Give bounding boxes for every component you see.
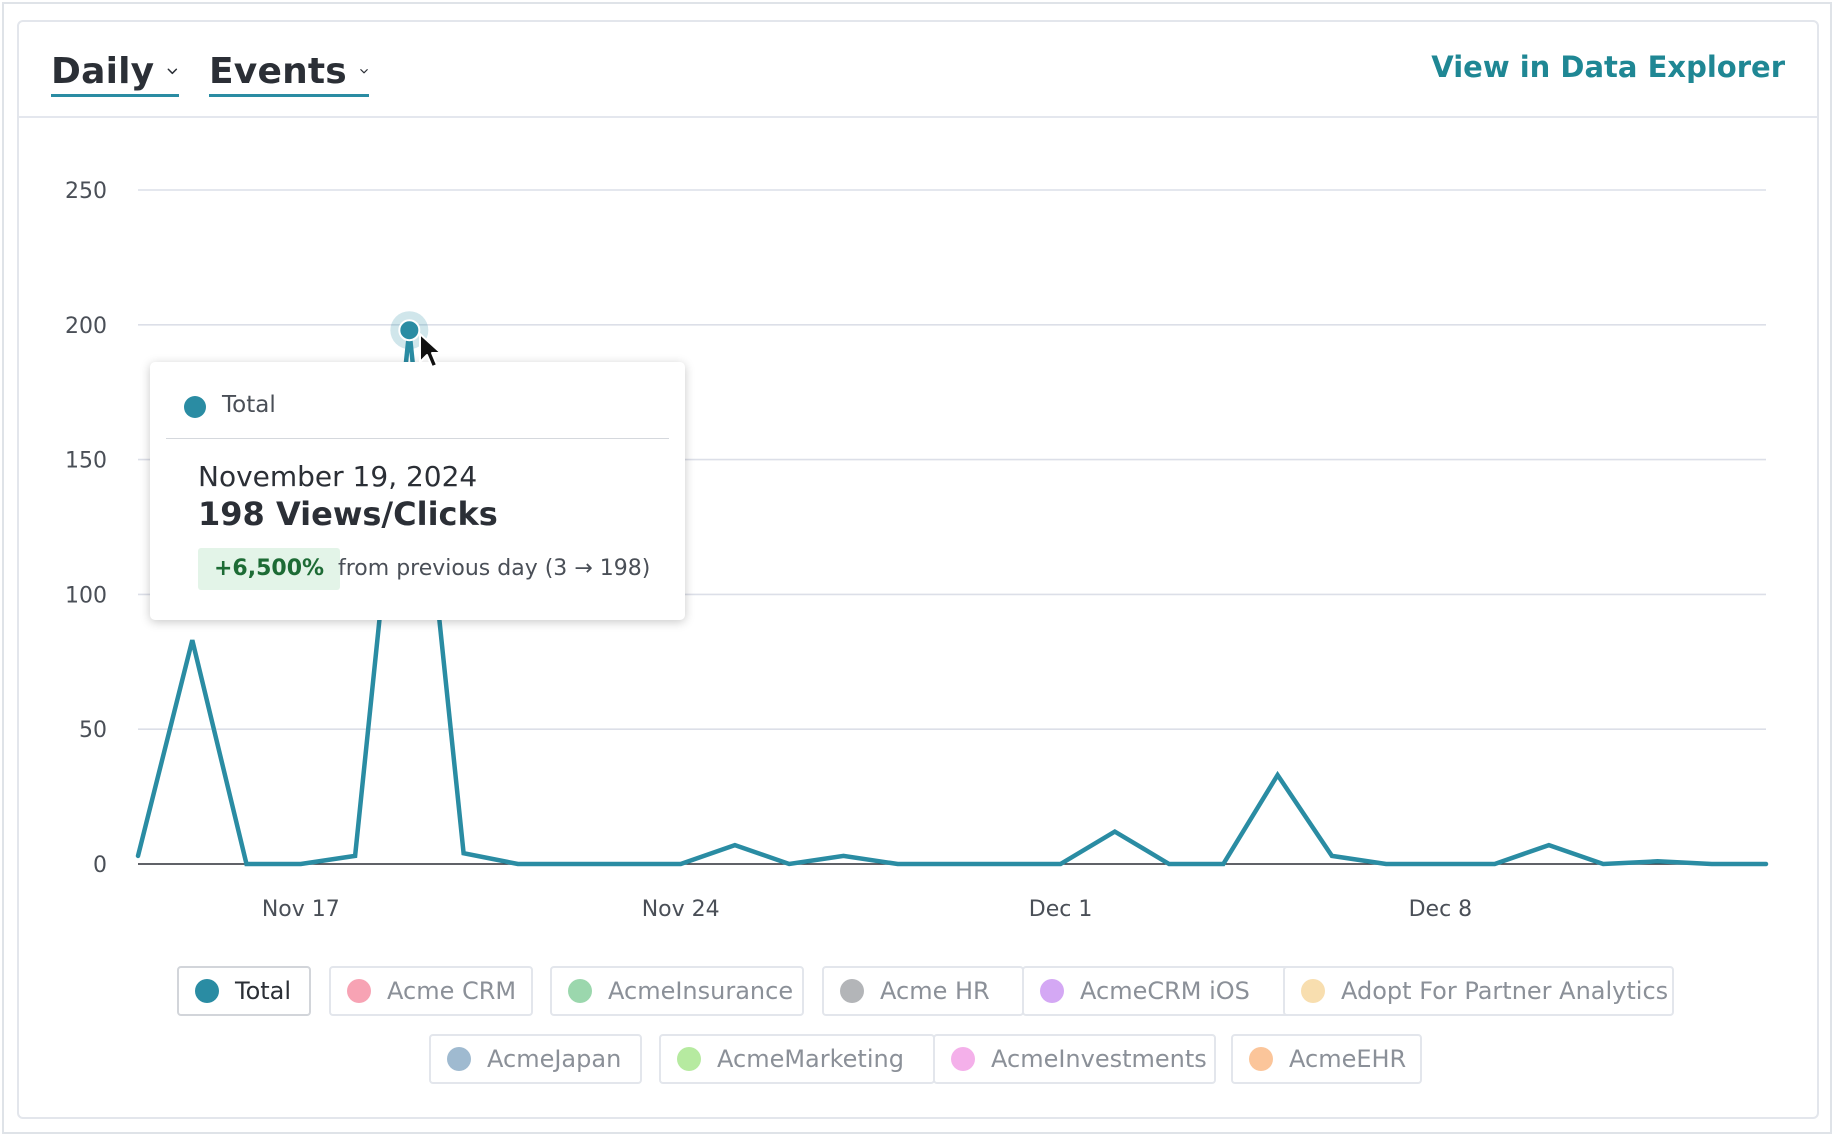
x-tick-label: Nov 17 xyxy=(262,897,340,922)
y-tick-label: 150 xyxy=(65,449,107,474)
chevron-down-icon xyxy=(167,68,178,75)
legend-color-dot xyxy=(677,1047,701,1071)
granularity-dropdown[interactable]: Daily xyxy=(51,48,179,97)
legend-item-acmejapan[interactable]: AcmeJapan xyxy=(429,1034,642,1084)
tooltip-value: 198 Views/Clicks xyxy=(198,495,498,533)
metric-dropdown[interactable]: Events xyxy=(209,48,369,97)
legend-label: Acme HR xyxy=(880,977,990,1005)
y-tick-label: 250 xyxy=(65,179,107,204)
change-text: from previous day (3 → 198) xyxy=(338,556,651,581)
mouse-cursor-icon xyxy=(419,333,442,368)
tooltip-header: Total xyxy=(166,362,669,439)
y-tick-label: 50 xyxy=(79,718,107,743)
data-point-highlight[interactable] xyxy=(398,319,421,342)
legend-item-acme-crm[interactable]: Acme CRM xyxy=(329,966,533,1016)
y-tick-label: 200 xyxy=(65,314,107,339)
legend-label: Total xyxy=(235,977,292,1005)
change-badge: +6,500% xyxy=(198,548,341,590)
legend-label: AcmeMarketing xyxy=(717,1045,904,1073)
view-in-data-explorer-link[interactable]: View in Data Explorer xyxy=(1431,50,1785,84)
legend-color-dot xyxy=(1040,979,1064,1003)
legend-item-acmemarketing[interactable]: AcmeMarketing xyxy=(659,1034,935,1084)
legend-color-dot xyxy=(447,1047,471,1071)
legend-item-acmeinsurance[interactable]: AcmeInsurance xyxy=(550,966,804,1016)
x-tick-label: Nov 24 xyxy=(642,897,720,922)
granularity-label: Daily xyxy=(51,50,155,92)
legend-label: AcmeJapan xyxy=(487,1045,622,1073)
legend-color-dot xyxy=(951,1047,975,1071)
legend-color-dot xyxy=(840,979,864,1003)
legend-label: Adopt For Partner Analytics xyxy=(1341,977,1669,1005)
legend-item-acmecrm-ios[interactable]: AcmeCRM iOS xyxy=(1022,966,1297,1016)
x-tick-label: Dec 8 xyxy=(1409,897,1473,922)
legend-color-dot xyxy=(1301,979,1325,1003)
legend-item-adopt-for-partner-analytics[interactable]: Adopt For Partner Analytics xyxy=(1283,966,1674,1016)
legend-color-dot xyxy=(195,979,219,1003)
legend-color-dot xyxy=(568,979,592,1003)
tooltip-series-name: Total xyxy=(222,392,276,418)
chevron-down-icon xyxy=(360,69,368,74)
chart-tooltip: Total November 19, 2024 198 Views/Clicks… xyxy=(150,362,685,620)
card-header: Daily Events View in Data Explorer xyxy=(19,22,1817,118)
legend-item-total[interactable]: Total xyxy=(177,966,311,1016)
legend-item-acmeinvestments[interactable]: AcmeInvestments xyxy=(933,1034,1216,1084)
x-tick-label: Dec 1 xyxy=(1029,897,1093,922)
legend-label: Acme CRM xyxy=(387,977,517,1005)
legend-item-acmeehr[interactable]: AcmeEHR xyxy=(1231,1034,1422,1084)
series-color-dot xyxy=(184,396,206,418)
y-tick-label: 0 xyxy=(93,853,107,878)
metric-label: Events xyxy=(209,50,347,92)
legend-label: AcmeInsurance xyxy=(608,977,794,1005)
tooltip-date: November 19, 2024 xyxy=(198,460,478,493)
legend-color-dot xyxy=(1249,1047,1273,1071)
legend-color-dot xyxy=(347,979,371,1003)
legend-label: AcmeEHR xyxy=(1289,1045,1407,1073)
legend-item-acme-hr[interactable]: Acme HR xyxy=(822,966,1024,1016)
legend-label: AcmeInvestments xyxy=(991,1045,1207,1073)
y-tick-label: 100 xyxy=(65,583,107,608)
legend-label: AcmeCRM iOS xyxy=(1080,977,1250,1005)
